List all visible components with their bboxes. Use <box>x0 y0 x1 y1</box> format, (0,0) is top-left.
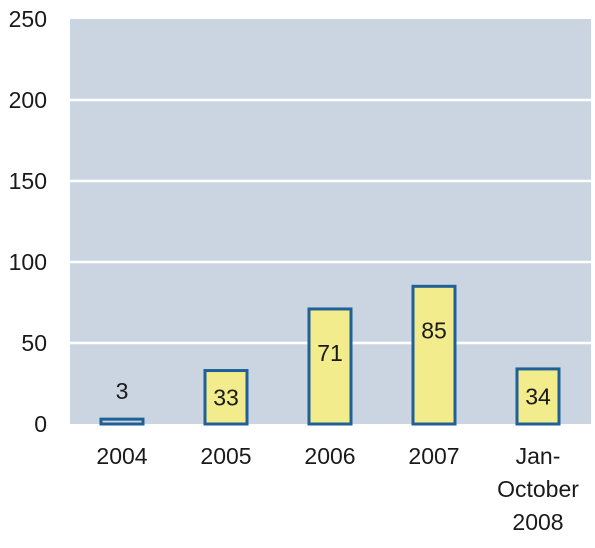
x-axis-category-labels: 2004 2005 2006 2007 Jan- October 2008 <box>96 443 579 535</box>
y-tick-label: 150 <box>9 168 47 194</box>
data-label: 33 <box>213 384 239 410</box>
data-label: 34 <box>525 383 551 409</box>
x-category-label-line: Jan- <box>516 443 561 469</box>
y-tick-label: 250 <box>9 6 47 32</box>
x-category-label: 2005 <box>200 443 251 469</box>
data-label: 71 <box>317 340 343 366</box>
data-label: 85 <box>421 317 447 343</box>
y-tick-label: 200 <box>9 87 47 113</box>
y-axis-tick-labels: 0 50 100 150 200 250 <box>9 6 47 437</box>
bar-2005 <box>203 369 249 426</box>
bars <box>99 284 561 426</box>
x-category-label: Jan- October 2008 <box>497 443 579 535</box>
x-category-label: 2006 <box>304 443 355 469</box>
gridlines <box>70 98 591 345</box>
bar-jan-october-2008 <box>515 367 561 426</box>
x-category-label-line: 2007 <box>408 443 459 469</box>
x-category-label-line: 2006 <box>304 443 355 469</box>
y-tick-label: 100 <box>9 249 47 275</box>
x-category-label: 2007 <box>408 443 459 469</box>
data-label: 3 <box>116 378 129 404</box>
x-category-label-line: 2008 <box>512 509 563 535</box>
x-category-label-line: 2005 <box>200 443 251 469</box>
bar-2007 <box>411 284 457 426</box>
x-category-label-line: 2004 <box>96 443 147 469</box>
x-category-label: 2004 <box>96 443 147 469</box>
x-category-label-line: October <box>497 476 579 502</box>
y-tick-label: 50 <box>21 330 47 356</box>
bar-2006 <box>307 307 353 426</box>
y-tick-label: 0 <box>34 411 47 437</box>
bar-2004 <box>99 417 145 426</box>
